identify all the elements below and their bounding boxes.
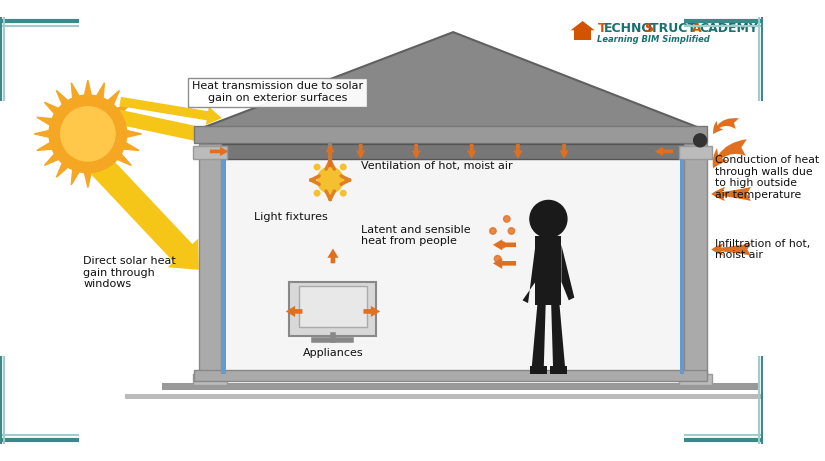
Polygon shape: [124, 117, 139, 125]
Polygon shape: [83, 148, 199, 270]
Circle shape: [318, 167, 343, 193]
FancyArrowPatch shape: [713, 118, 739, 134]
Polygon shape: [412, 144, 421, 159]
Text: Conduction of heat
through walls due
to high outside
air temperature: Conduction of heat through walls due to …: [715, 155, 819, 200]
Circle shape: [61, 106, 115, 161]
Text: Ventilation of hot, moist air: Ventilation of hot, moist air: [361, 161, 512, 171]
Circle shape: [490, 228, 496, 234]
Polygon shape: [655, 147, 673, 156]
Polygon shape: [126, 130, 142, 137]
Polygon shape: [37, 117, 52, 125]
Circle shape: [341, 190, 346, 196]
Text: Heat transmission due to solar
gain on exterior surfaces: Heat transmission due to solar gain on e…: [192, 82, 363, 103]
Circle shape: [508, 228, 515, 234]
Bar: [679, 374, 712, 385]
Polygon shape: [124, 142, 139, 150]
Polygon shape: [285, 306, 303, 317]
Polygon shape: [45, 154, 59, 165]
Polygon shape: [571, 21, 595, 30]
Circle shape: [314, 190, 320, 196]
Circle shape: [494, 255, 501, 262]
Text: Latent and sensible
heat from people: Latent and sensible heat from people: [361, 225, 470, 246]
Polygon shape: [561, 245, 574, 300]
Polygon shape: [364, 306, 380, 317]
Polygon shape: [493, 239, 516, 250]
Polygon shape: [551, 305, 565, 367]
Text: S: S: [644, 22, 653, 35]
Polygon shape: [56, 163, 68, 177]
Bar: [208, 159, 694, 374]
Polygon shape: [56, 90, 68, 105]
Bar: [193, 374, 227, 385]
Circle shape: [314, 164, 320, 170]
Bar: [574, 30, 591, 41]
Polygon shape: [37, 142, 52, 150]
Text: Infiltration of hot,
moist air: Infiltration of hot, moist air: [715, 239, 810, 260]
Bar: [208, 144, 694, 159]
Bar: [194, 370, 708, 381]
Polygon shape: [356, 144, 365, 159]
Bar: [685, 144, 706, 374]
Circle shape: [530, 201, 567, 237]
Bar: [679, 146, 712, 159]
Polygon shape: [71, 170, 79, 185]
Text: Learning BIM Simplified: Learning BIM Simplified: [597, 35, 710, 44]
Polygon shape: [522, 245, 535, 303]
Text: TRUCT: TRUCT: [650, 22, 700, 35]
Polygon shape: [328, 248, 338, 263]
Text: ECHNO: ECHNO: [604, 22, 653, 35]
Text: Direct solar heat
gain through
windows: Direct solar heat gain through windows: [83, 256, 176, 289]
Polygon shape: [493, 258, 516, 269]
Text: A: A: [692, 22, 701, 35]
Polygon shape: [210, 147, 229, 156]
Text: T: T: [597, 22, 606, 35]
Bar: [125, 394, 795, 399]
Polygon shape: [120, 97, 222, 125]
Polygon shape: [45, 102, 59, 114]
Polygon shape: [326, 144, 335, 167]
Bar: [221, 159, 226, 374]
Bar: [550, 366, 567, 374]
Polygon shape: [532, 305, 545, 367]
Circle shape: [49, 95, 127, 173]
FancyArrowPatch shape: [711, 187, 751, 201]
Polygon shape: [97, 83, 105, 98]
Polygon shape: [71, 83, 79, 98]
Polygon shape: [108, 90, 120, 105]
Polygon shape: [108, 163, 120, 177]
Text: CADEMY: CADEMY: [699, 22, 758, 35]
Polygon shape: [467, 144, 476, 159]
Bar: [199, 144, 221, 374]
FancyArrowPatch shape: [711, 243, 751, 255]
Text: Appliances: Appliances: [303, 349, 363, 358]
Polygon shape: [34, 130, 50, 137]
Bar: [299, 285, 367, 327]
Bar: [535, 236, 561, 305]
Polygon shape: [110, 108, 240, 153]
Polygon shape: [559, 144, 568, 159]
Bar: [162, 383, 758, 390]
Polygon shape: [117, 154, 131, 165]
Circle shape: [499, 242, 506, 248]
Bar: [530, 366, 547, 374]
Polygon shape: [117, 102, 131, 114]
Polygon shape: [84, 80, 92, 95]
Text: Light fixtures: Light fixtures: [254, 212, 328, 222]
Polygon shape: [199, 32, 703, 129]
Circle shape: [503, 216, 510, 222]
Bar: [680, 159, 685, 374]
Circle shape: [341, 164, 346, 170]
FancyBboxPatch shape: [290, 282, 376, 337]
Bar: [193, 146, 227, 159]
Polygon shape: [513, 144, 522, 159]
Polygon shape: [84, 172, 92, 188]
Circle shape: [694, 134, 706, 147]
FancyArrowPatch shape: [713, 139, 747, 168]
Polygon shape: [97, 170, 105, 185]
Bar: [194, 126, 708, 143]
